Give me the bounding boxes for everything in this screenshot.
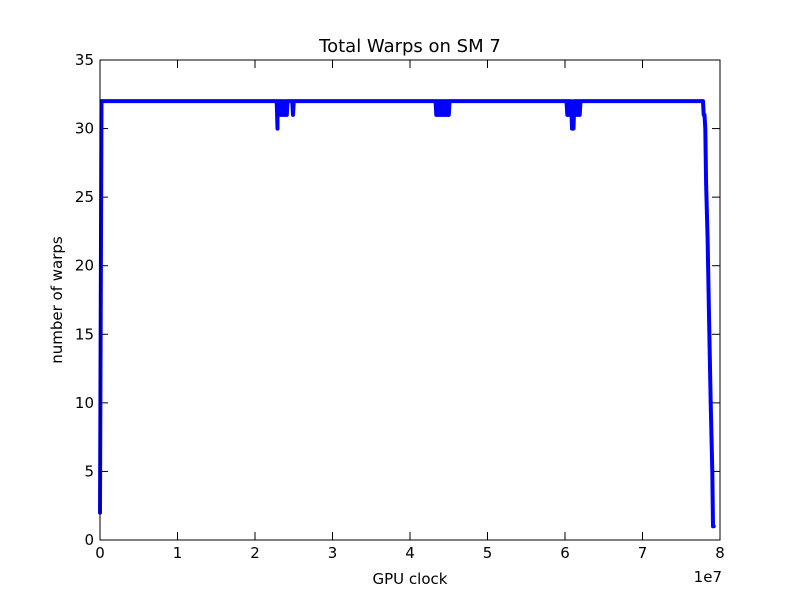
y-tick-label: 0 <box>84 531 94 549</box>
x-tick-label: 0 <box>95 544 105 562</box>
y-tick-label: 25 <box>75 188 94 206</box>
y-tick-label: 5 <box>84 462 94 480</box>
y-tick-label: 10 <box>75 394 94 412</box>
plot-area <box>100 60 720 540</box>
y-tick-label: 35 <box>75 51 94 69</box>
x-axis-label: GPU clock <box>373 570 448 588</box>
y-axis-label: number of warps <box>48 236 66 364</box>
tick-labels: 0 1 2 3 4 5 6 7 8 0 5 10 15 20 25 30 35 <box>75 51 725 562</box>
chart-title: Total Warps on SM 7 <box>318 36 501 57</box>
y-tick-label: 30 <box>75 120 94 138</box>
x-tick-label: 5 <box>483 544 493 562</box>
x-tick-label: 8 <box>715 544 725 562</box>
x-tick-label: 2 <box>250 544 260 562</box>
x-offset-label: 1e7 <box>694 568 722 586</box>
y-tick-label: 15 <box>75 325 94 343</box>
x-tick-label: 6 <box>560 544 570 562</box>
y-tick-label: 20 <box>75 257 94 275</box>
x-tick-label: 1 <box>173 544 183 562</box>
x-tick-label: 4 <box>405 544 415 562</box>
plot-frame <box>99 59 721 541</box>
series-line-total-warps <box>98 99 716 529</box>
x-tick-label: 7 <box>638 544 648 562</box>
x-tick-label: 3 <box>328 544 338 562</box>
